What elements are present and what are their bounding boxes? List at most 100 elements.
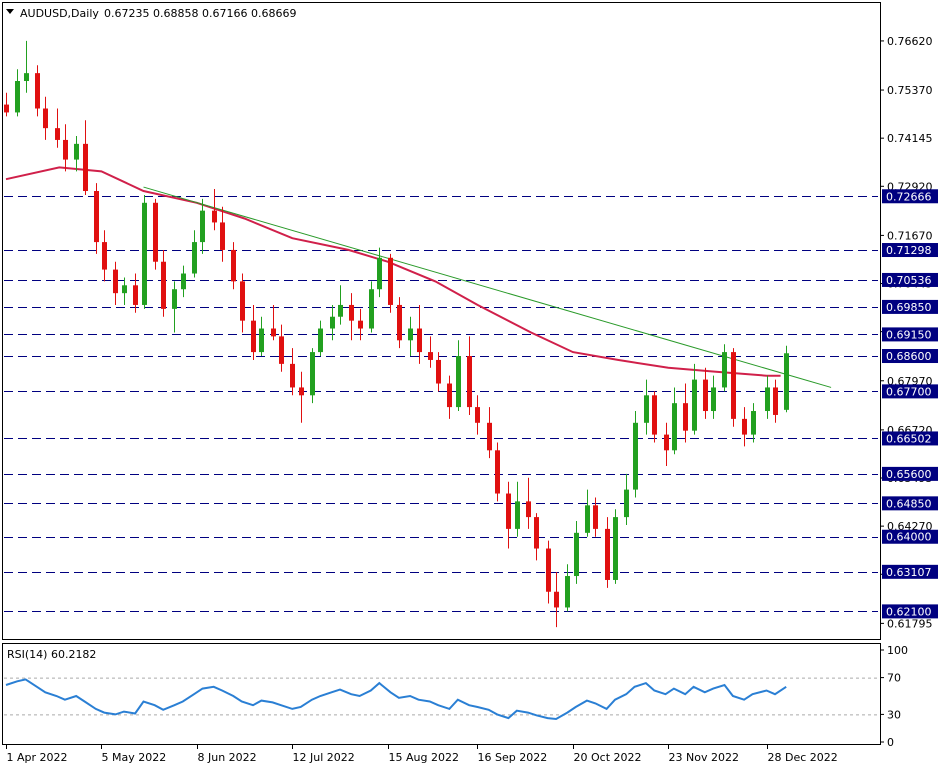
rsi-indicator: 100 70 30 0 (4, 644, 908, 749)
candle-down (731, 348, 736, 427)
candle-body (200, 210, 205, 243)
level-price-box (882, 529, 938, 544)
candle-down (495, 442, 500, 502)
candle-body (377, 257, 382, 290)
candle-body (279, 336, 284, 364)
candle-down (388, 253, 393, 313)
candle-body (417, 328, 422, 353)
level-price-label: 0.66502 (886, 432, 932, 445)
level-price-label: 0.65600 (886, 468, 932, 481)
candle-down (212, 189, 217, 231)
trendline-segment (143, 186, 832, 388)
candle-down (153, 198, 158, 270)
candle-up (259, 316, 264, 357)
candle-body (554, 591, 559, 608)
price-tick-label: 0.74145 (887, 132, 933, 145)
candle-body (467, 356, 472, 408)
candle-down (487, 407, 492, 459)
level-price-label: 0.70536 (886, 274, 932, 287)
candle-up (565, 564, 570, 612)
price-tick-label: 0.61795 (887, 617, 933, 630)
candle-down (231, 242, 236, 290)
candle-up (585, 489, 590, 537)
time-tick-label: 5 May 2022 (102, 751, 167, 764)
candle-body (526, 501, 531, 518)
candle-down (447, 375, 452, 419)
candle-up (515, 481, 520, 537)
candle-body (318, 328, 323, 353)
candle-up (722, 344, 727, 392)
candle-up (310, 348, 315, 404)
candle-up (172, 281, 177, 333)
dropdown-triangle-icon[interactable] (6, 9, 14, 14)
candle-body (181, 273, 186, 290)
candle-down (773, 379, 778, 423)
candle-body (546, 548, 551, 592)
candle-body (711, 387, 716, 412)
candle-up (15, 69, 20, 117)
candle-body (220, 222, 225, 250)
level-price-label: 0.71298 (886, 244, 932, 257)
level-price-box (882, 564, 938, 579)
candle-body (133, 285, 138, 305)
candle-body (784, 353, 789, 410)
candle-body (338, 304, 343, 317)
level-price-label: 0.69850 (886, 301, 932, 314)
level-price-box (882, 299, 938, 314)
candle-body (212, 210, 217, 223)
candle-body (161, 261, 166, 309)
candle-down (94, 183, 99, 254)
level-price-box (882, 496, 938, 511)
candle-down (55, 108, 60, 148)
candle-body (692, 379, 697, 431)
time-tick-label: 20 Oct 2022 (574, 751, 642, 764)
candle-body (495, 450, 500, 494)
candle-down (83, 120, 88, 195)
candle-body (703, 379, 708, 412)
price-panel-frame (2, 2, 881, 640)
candle-down (397, 297, 402, 349)
candle-body (74, 143, 79, 160)
candle-up (644, 379, 649, 435)
candle-body (664, 434, 669, 451)
candle-body (773, 387, 778, 415)
candle-body (15, 81, 20, 113)
price-tick-label: 0.76620 (887, 35, 933, 48)
candle-body (751, 411, 756, 435)
level-price-label: 0.64000 (886, 531, 932, 544)
level-price-label: 0.72666 (886, 190, 932, 203)
candle-body (113, 269, 118, 294)
level-price-box (882, 243, 938, 258)
candle-up (24, 40, 29, 93)
candle-up (369, 281, 374, 333)
candle-body (652, 395, 657, 435)
candle-body (624, 489, 629, 518)
candle-body (574, 532, 579, 577)
candle-body (456, 356, 461, 408)
candle-down (102, 230, 107, 282)
candle-down (546, 540, 551, 604)
time-tick-label: 23 Nov 2022 (669, 751, 739, 764)
rsi-tick-label: 70 (887, 672, 901, 685)
candle-down (220, 206, 225, 262)
candle-body (644, 395, 649, 423)
candle-down (605, 517, 610, 588)
time-axis: 1 Apr 2022 5 May 2022 8 Jun 2022 12 Jul 202… (6, 745, 838, 764)
candle-body (290, 363, 295, 388)
candle-down (4, 92, 9, 117)
candle-down (251, 304, 256, 360)
candle-body (35, 73, 40, 109)
candle-up (672, 387, 677, 455)
candle-body (683, 403, 688, 431)
candle-up (122, 277, 127, 305)
candle-down (436, 352, 441, 392)
candle-down (358, 308, 363, 341)
level-price-label: 0.64850 (886, 497, 932, 510)
candle-body (613, 517, 618, 580)
candle-body (436, 359, 441, 384)
candle-down (593, 497, 598, 537)
candle-body (102, 242, 107, 270)
candle-up (765, 375, 770, 419)
candle-body (83, 143, 88, 192)
level-price-box (882, 604, 938, 619)
